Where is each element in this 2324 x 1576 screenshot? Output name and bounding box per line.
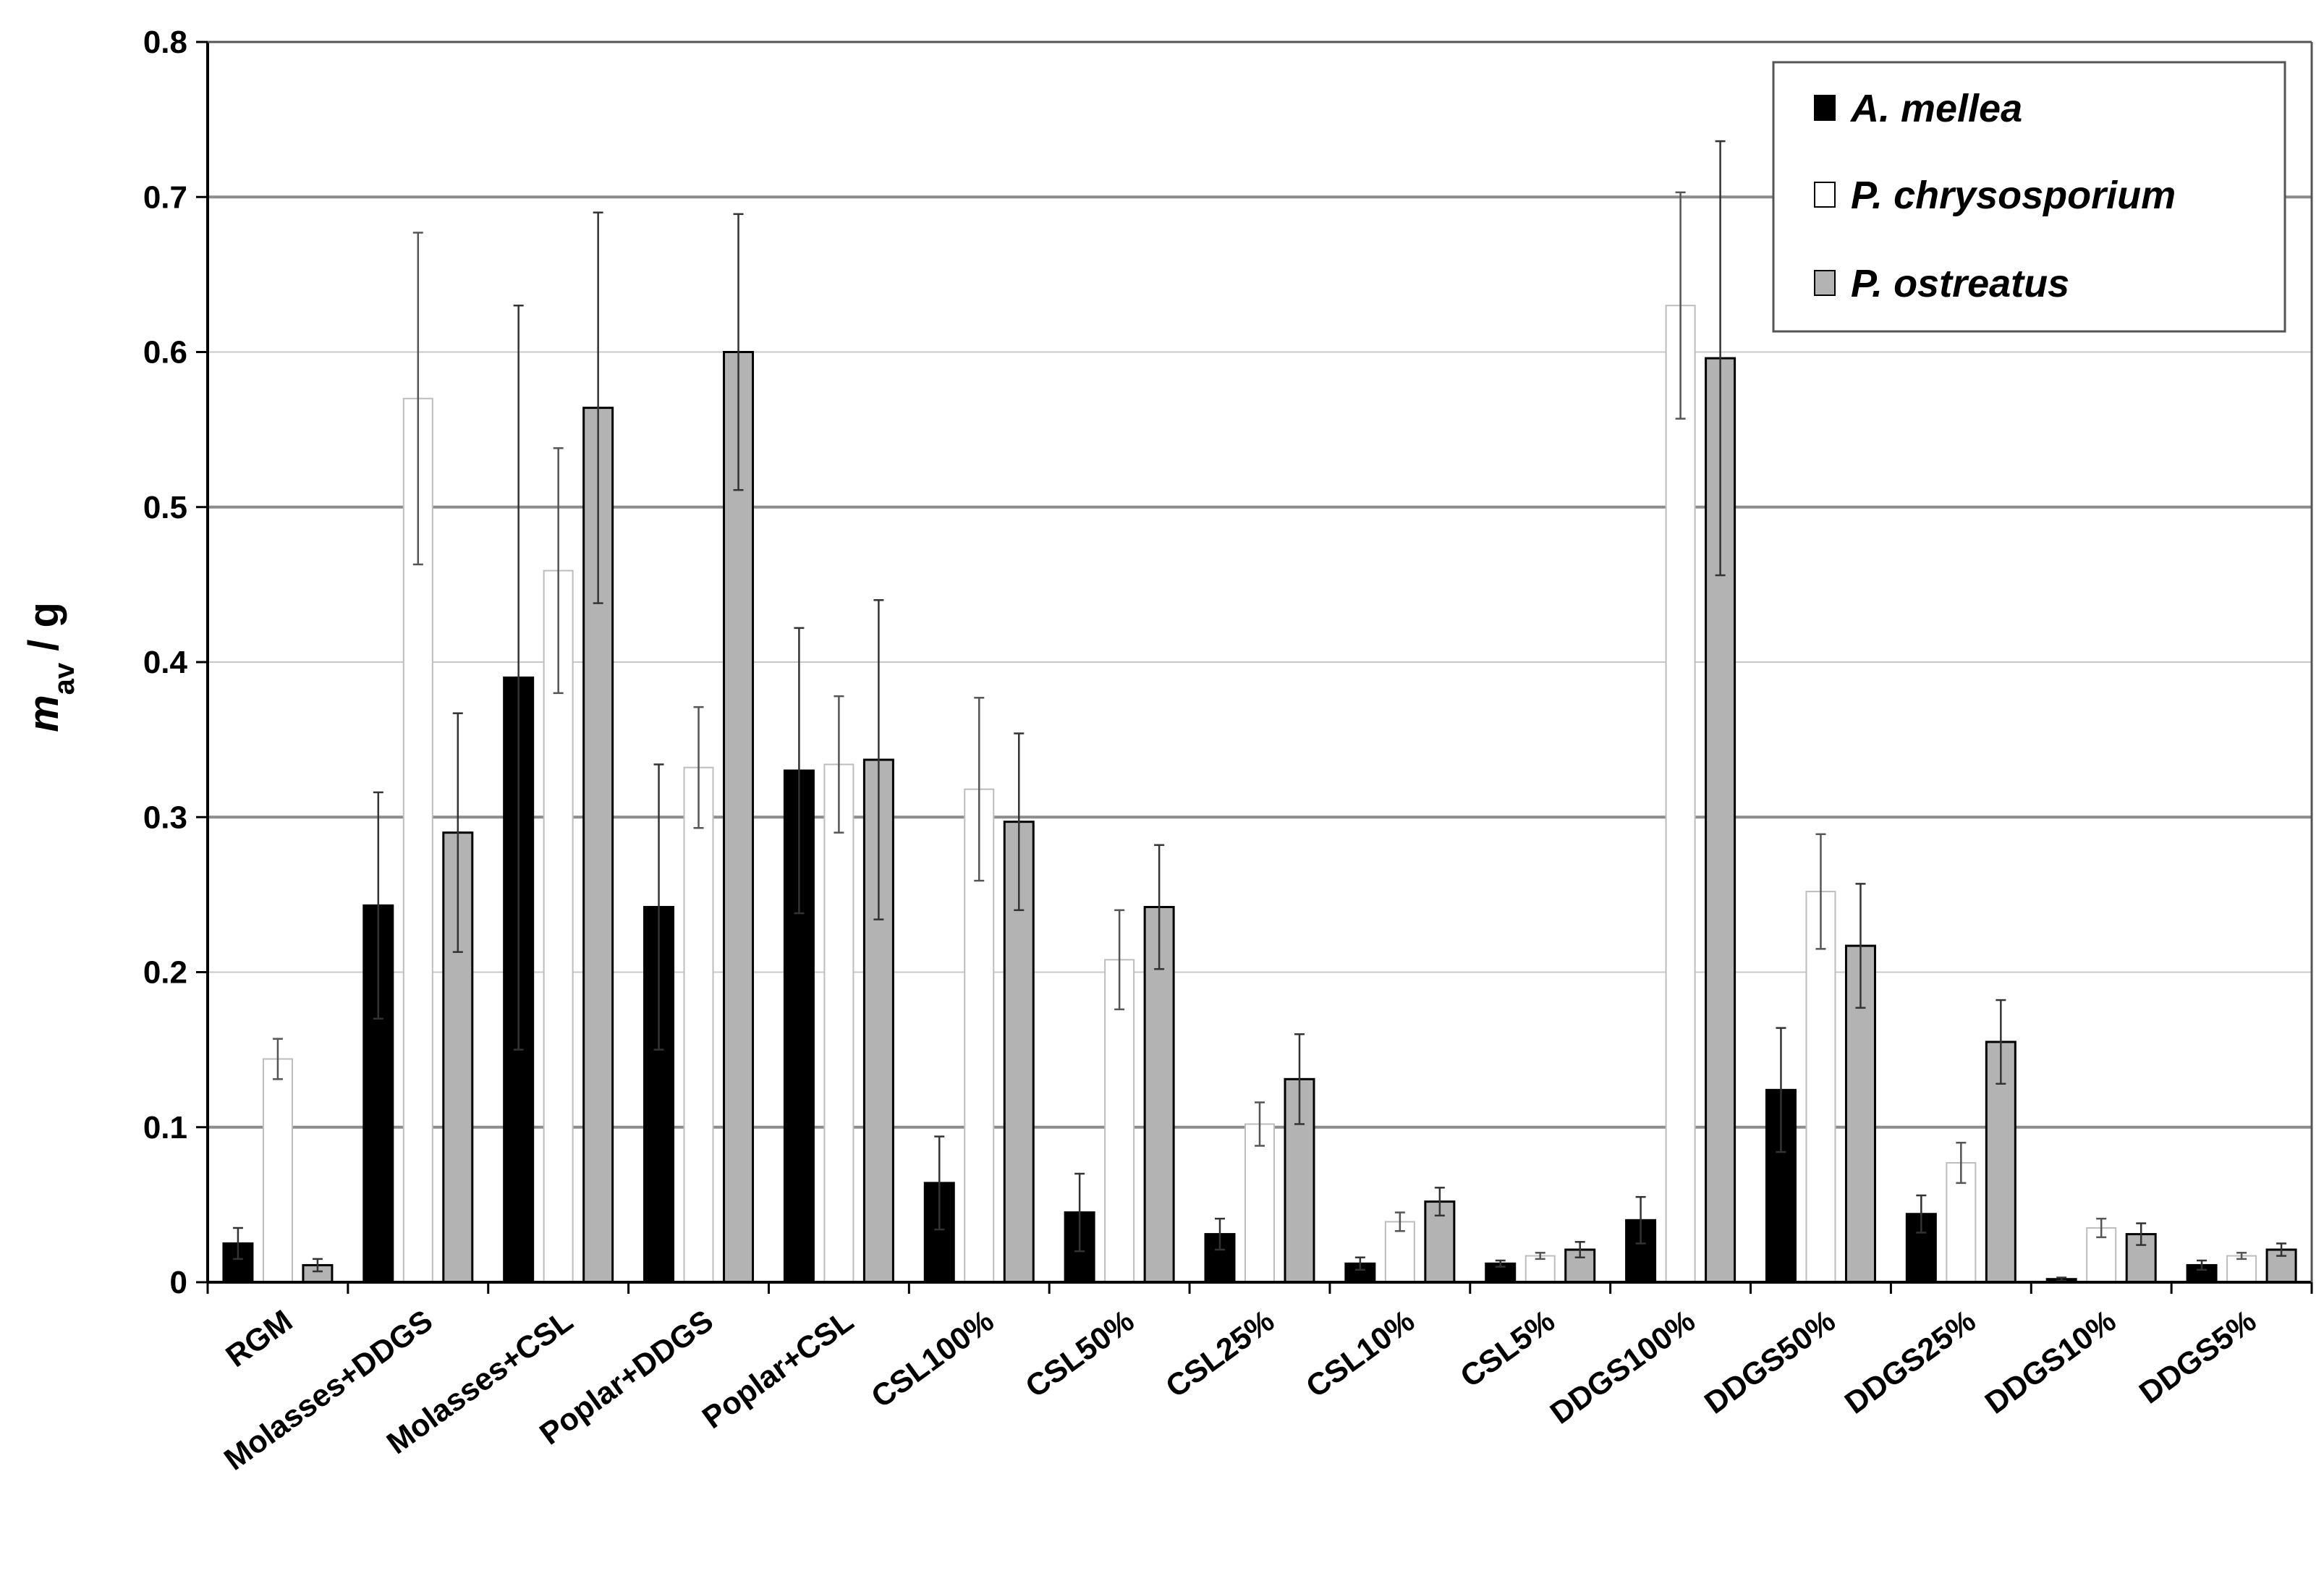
y-tick-label: 0.2 [143,955,187,991]
error-bar [2276,1242,2287,1257]
error-bar [1956,1141,1967,1185]
y-tick-label: 0 [170,1265,187,1300]
error-bar [1014,732,1025,912]
legend-swatch-p-chrysosporium [1814,182,1836,208]
error-bar [373,791,383,1020]
error-bar [2136,1222,2147,1246]
error-bar [452,712,463,953]
error-bars [232,140,2287,1282]
y-axis-title-symbol: m [20,695,67,732]
y-tick-label: 0.5 [143,490,187,525]
error-bar [974,697,985,882]
error-bar [1535,1252,1545,1261]
y-tick-label: 0.6 [143,335,187,370]
axes [196,41,2313,1294]
error-bar [272,1038,283,1080]
x-category-label: DDGS10% [1979,1303,2122,1420]
error-bar [2096,1217,2107,1239]
error-bar [1996,999,2006,1085]
error-bar [873,599,884,920]
error-bar [1574,1241,1585,1258]
error-bar [1394,1211,1405,1232]
legend-swatch-a-mellea [1814,95,1836,121]
error-bar [1154,844,1165,970]
error-bar [653,763,664,1051]
x-category-label: DDGS100% [1544,1303,1702,1431]
legend-label-p-ostreatus: P. ostreatus [1851,262,2069,305]
bar-p-chrysosporium-6 [1104,959,1135,1283]
error-bar [593,211,603,604]
error-bar [934,1135,945,1231]
error-bar [2236,1252,2247,1261]
x-category-label: DDGS50% [1698,1303,1841,1420]
x-category-label: CSL50% [1019,1303,1140,1405]
bar-p-ostreatus-3 [723,351,755,1284]
legend-label-a-mellea: A. mellea [1849,87,2022,130]
y-tick-label: 0.1 [143,1110,187,1145]
error-bar [1675,191,1686,420]
x-category-label: CSL5% [1454,1303,1561,1394]
x-category-label: Poplar+CSL [696,1303,860,1436]
error-bar [1114,909,1125,1011]
x-category-label: RGM [220,1303,299,1374]
y-axis-title: mav / g [20,602,80,732]
error-bar [1434,1187,1445,1217]
bar-p-chrysosporium-3 [683,766,714,1283]
error-bar [693,706,704,829]
y-tick-labels: 0 0.1 0.2 0.3 0.4 0.5 0.6 0.7 0.8 [143,25,188,1300]
error-bar [733,213,744,491]
error-bar [1215,1217,1225,1251]
legend-box [1772,61,2286,333]
x-category-label: CSL100% [865,1303,1001,1415]
error-bar [1354,1256,1365,1271]
x-category-label: CSL25% [1160,1303,1281,1405]
x-category-label: DDGS5% [2133,1303,2262,1410]
error-bar [1074,1172,1085,1253]
error-bar [412,232,423,566]
error-bar [513,304,524,1051]
bar-p-chrysosporium-4 [823,763,854,1283]
bar-p-chrysosporium-10 [1665,305,1696,1284]
error-bar [1255,1101,1265,1147]
bar-p-chrysosporium-11 [1805,891,1836,1283]
bar-p-chrysosporium-0 [262,1058,293,1283]
y-axis-title-subscript: av [48,662,80,695]
legend-swatch-p-ostreatus [1814,270,1836,296]
y-axis-title-unit: / g [20,602,67,663]
legend: A. mellea P. chrysosporium P. ostreatus [1772,61,2286,333]
bar-p-chrysosporium-9 [1524,1255,1556,1284]
error-bar [1815,833,1826,950]
error-bar [1855,883,1866,1009]
error-bar [1776,1027,1786,1153]
x-category-label: CSL10% [1300,1303,1421,1405]
error-bar [312,1258,323,1273]
error-bar [2056,1276,2067,1282]
error-bar [834,695,844,834]
legend-label-p-chrysosporium: P. chrysosporium [1851,174,2176,217]
bar-p-chrysosporium-14 [2226,1255,2257,1284]
y-tick-label: 0.4 [143,645,188,680]
x-category-labels: RGMMolasses+DDGSMolasses+CSLPoplar+DDGSP… [218,1303,2262,1477]
error-bar [1294,1033,1305,1125]
y-tick-label: 0.8 [143,25,187,60]
bar-p-chrysosporium-7 [1244,1123,1275,1283]
error-bar [794,627,805,915]
y-tick-label: 0.3 [143,800,187,835]
error-bar [1916,1194,1927,1234]
y-tick-label: 0.7 [143,179,187,215]
x-category-label: DDGS25% [1839,1303,1982,1420]
error-bar [1495,1259,1506,1268]
error-bar [1635,1195,1646,1245]
error-bar [2197,1259,2208,1271]
error-bar [1715,140,1726,577]
error-bar [232,1227,243,1261]
error-bar [553,447,564,695]
